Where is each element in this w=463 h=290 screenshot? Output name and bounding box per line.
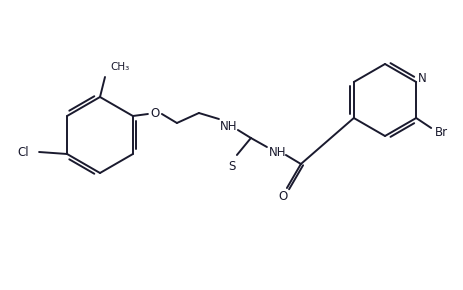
Text: NH: NH	[269, 146, 286, 159]
Text: S: S	[228, 160, 235, 173]
Text: N: N	[417, 72, 425, 84]
Text: O: O	[150, 106, 159, 119]
Text: O: O	[278, 191, 287, 204]
Text: Cl: Cl	[18, 146, 29, 159]
Text: NH: NH	[219, 119, 237, 133]
Text: Br: Br	[434, 126, 447, 139]
Text: CH₃: CH₃	[110, 62, 129, 72]
